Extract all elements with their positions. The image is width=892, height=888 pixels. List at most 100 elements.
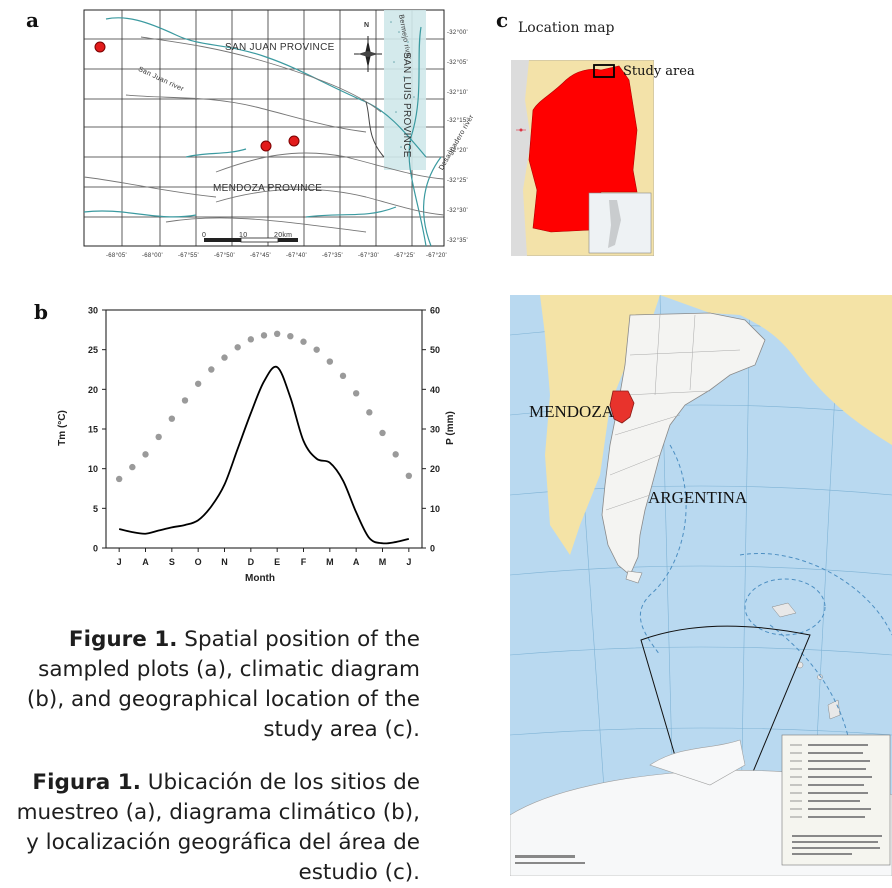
temperature-point [313, 346, 320, 353]
x-axis-label: Month [245, 573, 275, 584]
temperature-point [326, 358, 334, 365]
x-tick: -67°20' [426, 253, 447, 259]
panel-label-b: b [34, 300, 48, 324]
temperature-point [339, 372, 347, 380]
figure-caption-english: Figure 1. Spatial position of the sample… [0, 625, 420, 745]
x-tick: -67°55' [178, 253, 199, 259]
y-tick-label-left: 10 [88, 464, 98, 474]
plot-frame [105, 309, 423, 549]
x-tick: -67°50' [214, 253, 235, 259]
map-x-ticks: -68°05' -68°00' -67°55' -67°50' -67°45' … [66, 250, 462, 266]
north-arrow-icon [354, 36, 382, 72]
temperature-point [405, 472, 413, 480]
y-tick: -32°15' [447, 118, 468, 124]
temperature-point [392, 451, 399, 458]
x-tick-label: E [274, 557, 280, 567]
sampling-plots-map [66, 7, 462, 262]
temperature-point [273, 330, 281, 337]
y-tick-label-right: 40 [430, 385, 440, 395]
map-label-argentina: ARGENTINA [648, 488, 748, 507]
caption-en-text: Spatial position of the sampled plots (a… [26, 627, 420, 742]
province-label-san-luis: SAN LUIS PROVINCE [401, 52, 412, 158]
y-tick: -32°30' [447, 208, 468, 214]
precipitation-line [118, 365, 410, 545]
scale-0: 0 [202, 232, 207, 239]
y-tick: -32°20' [447, 148, 468, 154]
y-tick-label-left: 25 [88, 345, 98, 355]
temperature-point [352, 390, 360, 397]
temperature-point [287, 332, 294, 340]
y-tick: -32°35' [447, 238, 468, 244]
y-tick-label-right: 50 [430, 345, 440, 355]
temperature-point [208, 366, 215, 373]
y-tick: -32°00' [447, 30, 468, 36]
study-area-label: Study area [623, 64, 695, 79]
x-tick: -68°05' [106, 253, 127, 259]
panel-label-c: c [496, 8, 509, 32]
y-tick: -32°10' [447, 90, 468, 96]
map-y-ticks: -32°00' -32°05' -32°10' -32°15' -32°20' … [447, 8, 468, 253]
y-tick-label-right: 60 [430, 306, 440, 316]
north-label: N [364, 22, 370, 29]
y-tick-label-left: 15 [88, 425, 98, 435]
inset-location-map [510, 59, 655, 257]
temperature-point [129, 463, 136, 471]
x-tick-label: M [379, 557, 387, 567]
x-tick: -68°00' [142, 253, 163, 259]
x-tick-label: A [142, 557, 149, 567]
y-tick-label-left: 0 [93, 544, 98, 554]
temperature-point [155, 433, 162, 441]
y-tick-label-right: 20 [430, 464, 440, 474]
y-tick-label-left: 20 [88, 385, 98, 395]
x-tick: -67°30' [358, 253, 379, 259]
x-tick-label: S [169, 557, 175, 567]
y-tick-label-left: 30 [88, 306, 98, 316]
x-tick-label: A [353, 557, 360, 567]
x-tick-label: M [326, 557, 334, 567]
temperature-point [142, 451, 149, 458]
temperature-point [234, 344, 241, 351]
y-tick-label-left: 5 [93, 504, 98, 514]
x-tick-label: J [117, 557, 122, 567]
climatic-diagram: Tm (°C) P (mm) Month 0 5 10 15 20 25 30 0 10 20 30… [45, 298, 465, 588]
x-tick: -67°25' [394, 253, 415, 259]
location-map-title: Location map [518, 20, 615, 36]
caption-en-label: Figure 1. [68, 627, 178, 652]
scale-20km: 20km [274, 232, 293, 239]
temperature-point [181, 397, 189, 404]
scale-10: 10 [239, 232, 248, 239]
y-axis-label-left: Tm (°C) [57, 410, 68, 446]
panel-label-a: a [26, 8, 39, 32]
y-tick: -32°25' [447, 178, 468, 184]
x-tick-label: J [406, 557, 411, 567]
y-axis-label-right: P (mm) [445, 411, 456, 445]
sample-plot-markers [94, 41, 300, 152]
x-tick: -67°35' [322, 253, 343, 259]
province-label-mendoza: MENDOZA PROVINCE [213, 183, 323, 194]
temperature-point [115, 475, 123, 483]
study-area-box [593, 64, 615, 78]
y-tick-label-right: 30 [430, 425, 440, 435]
temperature-point [221, 354, 228, 361]
temperature-point [300, 338, 307, 345]
temperature-point [168, 415, 176, 422]
x-tick-label: D [248, 557, 255, 567]
temperature-point [366, 409, 373, 416]
temperature-point [379, 429, 386, 437]
y-tick-label-right: 0 [430, 544, 435, 554]
y-tick-label-right: 10 [430, 504, 440, 514]
figure-caption-spanish: Figura 1. Ubicación de los sitios de mue… [0, 768, 420, 888]
province-label-san-juan: SAN JUAN PROVINCE [225, 42, 335, 53]
temperature-point [260, 332, 268, 339]
y-tick: -32°05' [447, 60, 468, 66]
x-tick-label: O [195, 557, 202, 567]
mendoza-shape [609, 390, 635, 424]
map-label-mendoza: MENDOZA [529, 402, 614, 421]
caption-es-label: Figura 1. [32, 770, 141, 795]
temperature-point [194, 380, 202, 387]
x-tick-label: F [301, 557, 307, 567]
argentina-map [509, 294, 892, 877]
x-tick: -67°45' [250, 253, 271, 259]
x-tick-label: N [221, 557, 228, 567]
temperature-point [247, 336, 255, 343]
